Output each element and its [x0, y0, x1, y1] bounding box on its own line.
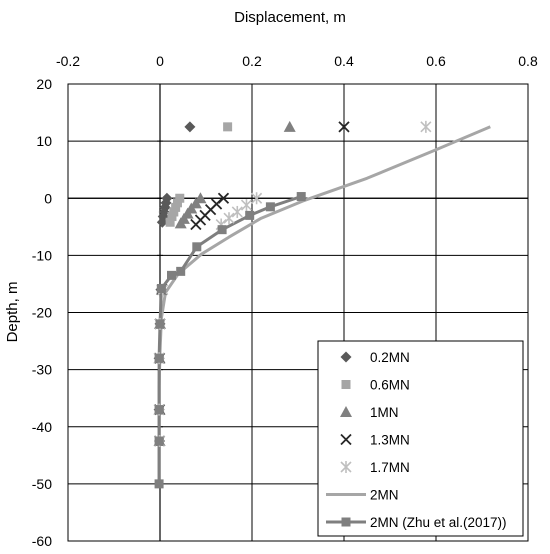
y-axis-title: Depth, m	[4, 282, 21, 343]
legend-entry: 1.3MN	[340, 433, 410, 448]
data-point	[154, 405, 164, 415]
data-point	[217, 225, 227, 235]
data-point	[167, 270, 176, 280]
data-point	[223, 122, 233, 132]
y-tick-label: -20	[32, 305, 52, 321]
x-tick-label: 0.2	[242, 53, 262, 69]
x-tick-label: -0.2	[56, 53, 80, 69]
data-point	[265, 202, 275, 212]
legend-entry: 2MN	[326, 488, 399, 503]
data-point	[231, 205, 243, 218]
y-tick-label: 20	[36, 76, 52, 92]
data-point	[184, 121, 196, 133]
data-point	[190, 218, 202, 231]
x-axis-title: Displacement, m	[234, 9, 346, 26]
series-points	[154, 192, 306, 489]
data-point	[223, 212, 235, 225]
series-layer	[153, 120, 491, 489]
data-point	[167, 212, 177, 222]
data-point	[251, 192, 263, 205]
data-point	[154, 436, 164, 446]
legend-label: 1MN	[370, 405, 399, 420]
data-point	[154, 353, 164, 363]
legend-label: 0.6MN	[370, 378, 410, 393]
data-point	[169, 207, 179, 217]
x-marker-stroke	[190, 218, 202, 231]
legend-marker-swatch	[340, 351, 352, 363]
data-point	[338, 121, 350, 133]
x-tick-label: 0	[156, 53, 164, 69]
data-point	[240, 199, 253, 212]
x-tick-label: 0.4	[334, 53, 354, 69]
data-point	[420, 120, 432, 133]
data-point	[172, 198, 182, 208]
legend-label: 2MN (Zhu et al.(2017))	[370, 515, 507, 530]
legend: 0.2MN 0.6MN 1MN 1.3MN 1.7MN 2MN 2MN (Zhu et al…	[317, 340, 524, 537]
legend-box	[317, 340, 524, 537]
legend-label: 0.2MN	[370, 350, 410, 365]
x-marker-stroke	[340, 433, 352, 446]
x-tick-label: 0.8	[518, 53, 538, 69]
legend-entry: 0.2MN	[340, 350, 410, 365]
legend-marker-swatch	[340, 406, 352, 417]
legend-entry: 1MN	[340, 405, 399, 420]
legend-entry: 0.6MN	[341, 378, 410, 393]
x-tick-label: 0.6	[426, 53, 446, 69]
legend-entry: 2MN (Zhu et al.(2017))	[326, 515, 507, 530]
data-point	[175, 193, 185, 203]
data-point	[154, 479, 164, 489]
data-point	[156, 216, 168, 228]
data-point	[174, 217, 187, 229]
y-tick-label: -30	[32, 362, 52, 378]
y-tick-label: -40	[32, 419, 52, 435]
y-tick-label: -60	[32, 533, 52, 549]
data-point	[156, 284, 166, 294]
legend-marker-swatch	[341, 380, 351, 389]
x-marker-stroke	[338, 121, 350, 133]
legend-marker-swatch	[341, 517, 351, 527]
y-tick-label: 0	[44, 190, 52, 206]
legend-marker-swatch	[340, 433, 352, 446]
data-point	[192, 242, 202, 252]
y-tick-label: -10	[32, 247, 52, 263]
data-point	[296, 192, 306, 202]
legend-entry: 1.7MN	[340, 460, 410, 475]
y-tick-label: 10	[36, 133, 52, 149]
data-point	[171, 202, 181, 212]
data-point	[245, 210, 255, 220]
data-point	[155, 319, 165, 329]
legend-label: 2MN	[370, 488, 399, 503]
data-point	[165, 217, 175, 227]
legend-marker-swatch	[340, 461, 352, 473]
legend-label: 1.7MN	[370, 460, 410, 475]
tick-labels: -0.2 0 0.2 0.4 0.6 0.8 20 10 0 -10 -20 -30 -40 -50 -60	[32, 53, 538, 549]
data-point	[283, 120, 296, 132]
data-point	[176, 266, 186, 276]
y-tick-label: -50	[32, 476, 52, 492]
legend-label: 1.3MN	[370, 433, 410, 448]
